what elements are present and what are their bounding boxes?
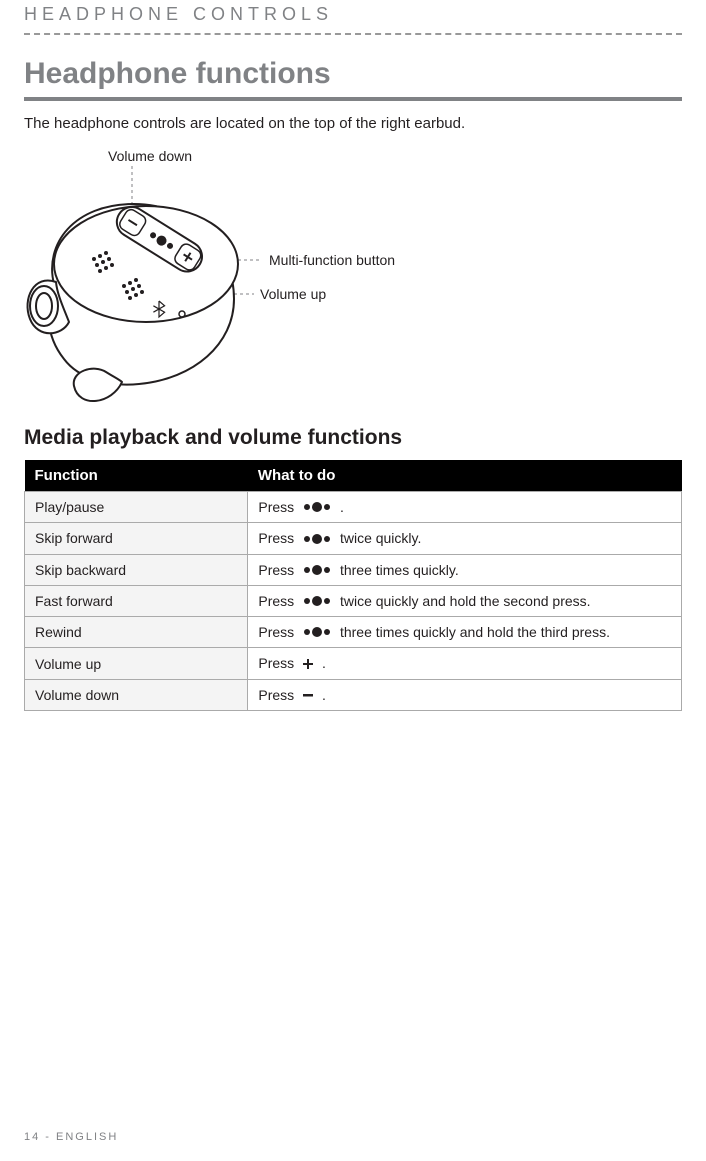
table-row: Fast forwardPress twice quickly and hold…: [25, 585, 682, 616]
action-suffix: .: [322, 655, 326, 671]
table-row: Play/pausePress .: [25, 492, 682, 523]
function-cell: Skip backward: [25, 554, 248, 585]
multifunction-dots-icon: [302, 626, 332, 638]
intro-text: The headphone controls are located on th…: [24, 115, 682, 132]
action-prefix: Press: [258, 687, 294, 703]
action-cell: Press twice quickly and hold the second …: [248, 585, 682, 616]
action-suffix: three times quickly.: [340, 562, 459, 578]
action-cell: Press three times quickly.: [248, 554, 682, 585]
multifunction-dots-icon: [302, 533, 332, 545]
action-prefix: Press: [258, 593, 294, 609]
earbud-illustration: [24, 164, 444, 414]
action-prefix: Press: [258, 655, 294, 671]
table-row: Skip forwardPress twice quickly.: [25, 523, 682, 554]
function-cell: Play/pause: [25, 492, 248, 523]
table-row: Skip backwardPress three times quickly.: [25, 554, 682, 585]
function-cell: Volume up: [25, 648, 248, 679]
function-cell: Fast forward: [25, 585, 248, 616]
action-suffix: twice quickly.: [340, 530, 421, 546]
table-row: Volume upPress .: [25, 648, 682, 679]
earbud-diagram: Volume down Multi-function button Volume…: [24, 144, 682, 414]
plus-icon: [302, 658, 314, 670]
table-row: Volume downPress .: [25, 679, 682, 710]
action-suffix: three times quickly and hold the third p…: [340, 624, 610, 640]
title-underline: [24, 97, 682, 101]
action-prefix: Press: [258, 624, 294, 640]
sub-title: Media playback and volume functions: [24, 426, 682, 450]
action-cell: Press .: [248, 492, 682, 523]
action-cell: Press .: [248, 679, 682, 710]
action-prefix: Press: [258, 530, 294, 546]
media-functions-table: Function What to do Play/pausePress .Ski…: [24, 460, 682, 711]
page-footer: 14 - ENGLISH: [24, 1131, 118, 1143]
action-suffix: twice quickly and hold the second press.: [340, 593, 591, 609]
section-header: HEADPHONE CONTROLS: [24, 0, 682, 35]
action-suffix: .: [322, 687, 326, 703]
minus-icon: [302, 689, 314, 701]
table-header-action: What to do: [248, 460, 682, 492]
main-title: Headphone functions: [24, 57, 682, 91]
function-cell: Skip forward: [25, 523, 248, 554]
table-header-function: Function: [25, 460, 248, 492]
action-cell: Press three times quickly and hold the t…: [248, 617, 682, 648]
action-suffix: .: [340, 499, 344, 515]
function-cell: Volume down: [25, 679, 248, 710]
action-prefix: Press: [258, 499, 294, 515]
multifunction-dots-icon: [302, 501, 332, 513]
action-cell: Press .: [248, 648, 682, 679]
multifunction-dots-icon: [302, 564, 332, 576]
table-row: RewindPress three times quickly and hold…: [25, 617, 682, 648]
action-prefix: Press: [258, 562, 294, 578]
callout-volume-down: Volume down: [108, 148, 192, 164]
action-cell: Press twice quickly.: [248, 523, 682, 554]
multifunction-dots-icon: [302, 595, 332, 607]
function-cell: Rewind: [25, 617, 248, 648]
